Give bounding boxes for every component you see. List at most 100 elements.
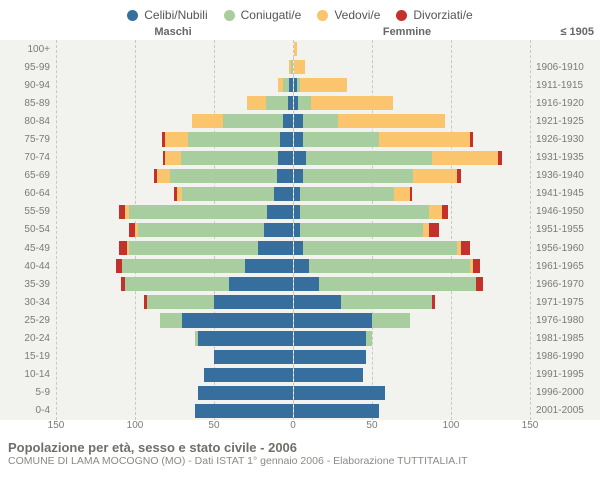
pyramid-row bbox=[56, 76, 530, 94]
bar-seg-female bbox=[294, 404, 379, 418]
age-label: 5-9 bbox=[36, 384, 50, 402]
birth-label: 1936-1940 bbox=[536, 167, 584, 185]
birth-label: 2001-2005 bbox=[536, 402, 584, 420]
bar-seg-female bbox=[394, 187, 410, 201]
header-female: Femmine bbox=[290, 26, 524, 38]
bar-seg-female bbox=[473, 259, 479, 273]
pyramid-row bbox=[56, 311, 530, 329]
pyramid-row bbox=[56, 203, 530, 221]
birth-labels: 1906-19101911-19151916-19201921-19251926… bbox=[530, 40, 600, 420]
bar-seg-male bbox=[274, 187, 293, 201]
bar-seg-female bbox=[294, 350, 367, 364]
bar-seg-male bbox=[229, 277, 292, 291]
legend-item: Divorziati/e bbox=[396, 8, 472, 22]
bar-seg-female bbox=[498, 151, 501, 165]
bar-seg-female bbox=[303, 241, 458, 255]
age-label: 30-34 bbox=[24, 293, 50, 311]
bar-seg-female bbox=[372, 313, 410, 327]
age-label: 75-79 bbox=[24, 130, 50, 148]
age-label: 45-49 bbox=[24, 239, 50, 257]
bar-seg-female bbox=[294, 114, 303, 128]
age-label: 40-44 bbox=[24, 257, 50, 275]
age-label: 35-39 bbox=[24, 275, 50, 293]
bar-seg-female bbox=[294, 42, 297, 56]
birth-label: 1906-1910 bbox=[536, 58, 584, 76]
age-label: 80-84 bbox=[24, 112, 50, 130]
bar-seg-female bbox=[461, 241, 470, 255]
legend-label: Vedovi/e bbox=[334, 8, 380, 22]
bar-seg-male bbox=[283, 114, 292, 128]
bar-seg-male bbox=[204, 368, 292, 382]
bar-seg-male bbox=[195, 404, 293, 418]
birth-label: 1911-1915 bbox=[536, 76, 583, 94]
pyramid-chart: 100+95-9990-9485-8980-8475-7970-7465-696… bbox=[0, 40, 600, 420]
age-label: 85-89 bbox=[24, 94, 50, 112]
birth-label: 1916-1920 bbox=[536, 94, 584, 112]
pyramid-row bbox=[56, 239, 530, 257]
bar-seg-male bbox=[280, 132, 293, 146]
bar-seg-male bbox=[129, 205, 268, 219]
pyramid-row bbox=[56, 130, 530, 148]
age-label: 0-4 bbox=[36, 402, 50, 420]
birth-label: 1961-1965 bbox=[536, 257, 584, 275]
age-label: 70-74 bbox=[24, 149, 50, 167]
x-tick: 100 bbox=[127, 420, 144, 431]
age-label: 95-99 bbox=[24, 58, 50, 76]
age-label: 100+ bbox=[27, 40, 50, 58]
bar-seg-female bbox=[442, 205, 448, 219]
x-ticks: 15010050050100150 bbox=[56, 420, 530, 436]
birth-label: 1946-1950 bbox=[536, 203, 584, 221]
birth-label: 1941-1945 bbox=[536, 185, 584, 203]
bar-seg-female bbox=[303, 132, 379, 146]
bar-seg-female bbox=[413, 169, 457, 183]
bar-seg-male bbox=[223, 114, 283, 128]
bar-seg-male bbox=[138, 223, 264, 237]
bar-seg-female bbox=[432, 295, 435, 309]
pyramid-row bbox=[56, 167, 530, 185]
x-tick: 150 bbox=[522, 420, 539, 431]
age-label: 50-54 bbox=[24, 221, 50, 239]
pyramid-row bbox=[56, 348, 530, 366]
pyramid-row bbox=[56, 402, 530, 420]
age-label: 55-59 bbox=[24, 203, 50, 221]
bar-seg-female bbox=[294, 60, 305, 74]
bar-seg-female bbox=[298, 96, 311, 110]
column-headers: Maschi Femmine ≤ 1905 bbox=[0, 26, 600, 38]
bar-seg-female bbox=[366, 331, 372, 345]
bar-seg-female bbox=[300, 187, 395, 201]
legend-label: Divorziati/e bbox=[413, 8, 472, 22]
bar-seg-female bbox=[294, 295, 341, 309]
bar-seg-female bbox=[379, 132, 470, 146]
bar-seg-male bbox=[264, 223, 292, 237]
bar-seg-male bbox=[192, 114, 224, 128]
bar-seg-male bbox=[170, 169, 277, 183]
bar-seg-female bbox=[294, 313, 373, 327]
age-label: 20-24 bbox=[24, 330, 50, 348]
birth-label: 1976-1980 bbox=[536, 311, 584, 329]
legend-swatch bbox=[127, 10, 138, 21]
footer: Popolazione per età, sesso e stato civil… bbox=[0, 436, 600, 467]
bar-seg-female bbox=[294, 277, 319, 291]
bar-seg-female bbox=[300, 223, 423, 237]
plot-area bbox=[56, 40, 530, 420]
bar-seg-female bbox=[338, 114, 445, 128]
pyramid-row bbox=[56, 275, 530, 293]
chart-subtitle: COMUNE DI LAMA MOCOGNO (MO) - Dati ISTAT… bbox=[8, 455, 592, 467]
birth-label: 1956-1960 bbox=[536, 239, 584, 257]
header-male: Maschi bbox=[56, 26, 290, 38]
bar-seg-female bbox=[311, 96, 393, 110]
bar-seg-male bbox=[266, 96, 288, 110]
bar-seg-female bbox=[470, 132, 473, 146]
birth-label: 1981-1985 bbox=[536, 330, 584, 348]
bar-seg-male bbox=[125, 277, 229, 291]
x-tick: 50 bbox=[366, 420, 377, 431]
x-tick: 50 bbox=[208, 420, 219, 431]
chart-title: Popolazione per età, sesso e stato civil… bbox=[8, 440, 592, 455]
bar-seg-female bbox=[294, 151, 307, 165]
legend-swatch bbox=[317, 10, 328, 21]
age-label: 60-64 bbox=[24, 185, 50, 203]
bar-seg-male bbox=[129, 241, 258, 255]
bar-seg-male bbox=[181, 151, 279, 165]
pyramid-row bbox=[56, 257, 530, 275]
bar-seg-female bbox=[309, 259, 470, 273]
